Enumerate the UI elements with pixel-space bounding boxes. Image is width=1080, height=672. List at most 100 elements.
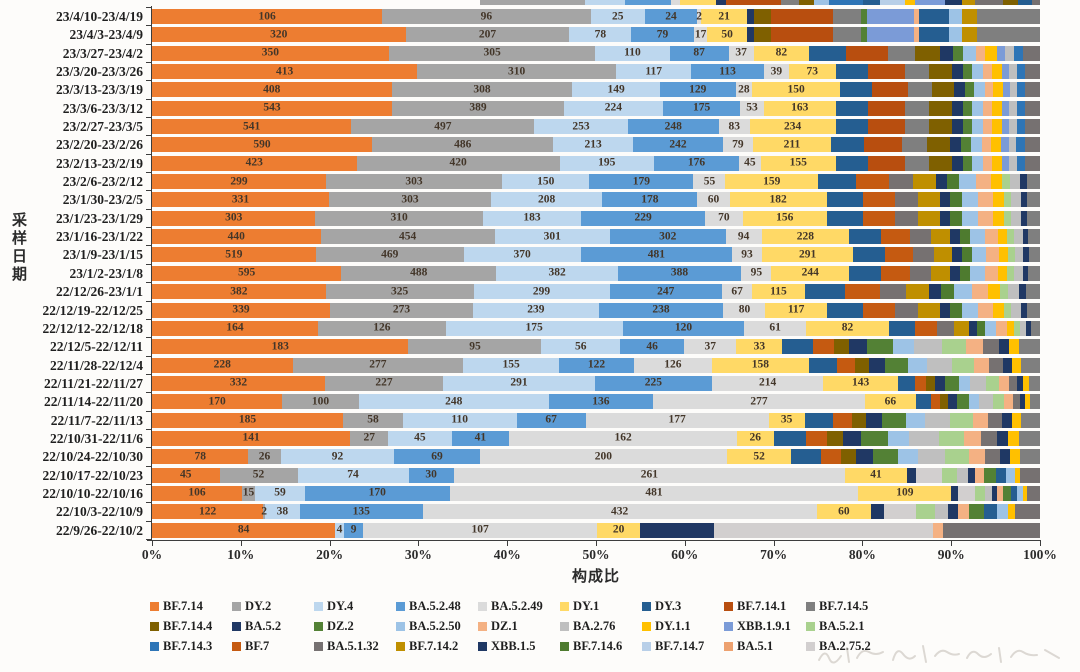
bar-segment-BA.2.76	[926, 357, 953, 373]
bar-segment-BA.5.2.48: 481	[580, 247, 733, 263]
bar-row: 22/10/10-22/10/16 106 15 59 170 481 109	[0, 485, 1080, 503]
row-label: 23/2/6-23/2/12	[62, 174, 143, 190]
bar-segment-DY.4: 92	[280, 449, 395, 465]
x-tick	[240, 541, 242, 546]
bar-segment-BA.5.2.49: 261	[453, 467, 846, 483]
bar-row: 23/2/27-23/3/5 541 497 253 248 83 234	[0, 118, 1080, 136]
bar-segment-BF.7.14.3	[1016, 155, 1025, 171]
x-axis-title: 构成比	[571, 569, 620, 585]
bar-value-label: 541	[243, 120, 261, 133]
bar-segment-BF.7	[863, 302, 895, 318]
bar-segment-BA.2.76	[1011, 192, 1021, 208]
bar-segment-BA.5.2.50	[972, 155, 984, 171]
bar-segment-DZ.1	[978, 192, 993, 208]
bar-segment-BA.2.76	[1009, 155, 1017, 171]
bar-segment-BF.7.14: 299	[152, 174, 326, 190]
legend-item: BF.7.14.1	[724, 599, 806, 613]
bar-value-label: 291	[510, 376, 528, 389]
y-tick	[146, 227, 151, 229]
bar-segment-XBB.1.5	[935, 174, 947, 190]
bar-value-label: 136	[592, 395, 610, 408]
bar-segment-DZ.1	[983, 100, 992, 116]
bar-value-label: 305	[483, 46, 501, 59]
bar-segment-BF.7.14.5	[905, 119, 930, 135]
bar-segment-BF.7.14.2	[931, 229, 951, 245]
bar-value-label: 248	[664, 120, 682, 133]
bar-segment-BA.5.2.49: 60	[697, 192, 730, 208]
bar-segment-BF.7.14.2	[962, 27, 978, 43]
stacked-bar: 84 4 9 107 20	[152, 522, 1040, 538]
stacked-bar: 106 15 59 170 481 109	[152, 485, 1040, 501]
bar-segment-BF.7.14.5	[908, 82, 932, 98]
partial-bar-segment	[781, 0, 799, 5]
stacked-bar: 303 310 183 229 70 156	[152, 210, 1040, 226]
y-tick	[146, 410, 151, 412]
bar-segment-DY.1.1	[1014, 467, 1021, 483]
legend-swatch-icon	[642, 601, 651, 611]
partial-bar-segment	[863, 0, 880, 5]
bar-row: 22/12/19-22/12/25 339 273 239 238 80 117	[0, 302, 1080, 320]
bar-segment-BA.5.2.49: 126	[634, 357, 712, 373]
bar-segment-BA.5.2.50	[908, 357, 927, 373]
bar-segment-BA.2.76	[1008, 137, 1017, 153]
bar-segment-DY.1: 41	[845, 467, 907, 483]
bar-segment-BF.7.14.2	[962, 9, 978, 24]
bar-segment-BA.5.2.49: 95	[741, 265, 772, 281]
bar-segment-BF.7	[844, 284, 880, 300]
bar-value-label: 440	[227, 230, 245, 243]
bar-value-label: 225	[644, 376, 662, 389]
legend: BF.7.14 DY.2 DY.4 BA.5.2.48 BA.5.2.49 DY.1 DY.…	[150, 599, 888, 653]
bar-value-label: 214	[759, 376, 777, 389]
bar-value-label: 303	[401, 193, 419, 206]
bar-segment-DY.2: 27	[350, 430, 389, 446]
bar-segment-DY.4: 45	[388, 430, 452, 446]
bar-value-label: 33	[753, 340, 766, 353]
bar-segment-BA.5.2.49: 61	[744, 320, 806, 336]
bar-segment-BF.7.14.2	[913, 174, 936, 190]
legend-label: DY.1	[573, 598, 600, 613]
legend-label: DZ.1	[491, 618, 518, 633]
bar-segment-DY.2: 227	[324, 375, 444, 391]
bar-segment-BA.2.76	[1009, 64, 1017, 80]
bar-row: 23/2/20-23/2/26 590 486 213 242 79 211	[0, 136, 1080, 154]
bar-segment-DY.1: 211	[752, 137, 832, 153]
bar-value-label: 30	[425, 468, 437, 481]
row-label: 23/3/27-23/4/2	[62, 45, 143, 61]
bar-segment-DY.1.1	[1011, 412, 1022, 428]
bar-segment-BF.7.14: 440	[152, 229, 321, 245]
bar-value-label: 543	[263, 101, 281, 114]
bar-value-label: 182	[769, 193, 787, 206]
bar-segment-DY.3	[809, 45, 846, 61]
bar-segment-DY.3	[804, 412, 833, 428]
bar-segment-DZ.2	[962, 119, 973, 135]
row-label: 23/1/30-23/2/5	[62, 192, 143, 208]
bar-value-label: 382	[230, 285, 248, 298]
x-tick-label: 10%	[227, 547, 255, 562]
legend-swatch-icon	[806, 641, 815, 651]
bar-segment-DY.4: 110	[402, 412, 517, 428]
bar-segment-BF.7.14.1	[771, 9, 833, 24]
bar-segment-BA.5.2	[991, 485, 997, 501]
bar-value-label: 45	[414, 431, 426, 444]
bar-segment-BA.5.2.1	[1003, 210, 1012, 226]
y-tick	[146, 483, 151, 485]
bar-value-label: 590	[253, 138, 271, 151]
bar-segment-DY.1.1	[992, 192, 1004, 208]
bar-segment-DY.2: 277	[292, 357, 464, 373]
x-tick-label: 40%	[493, 547, 521, 562]
bar-value-label: 310	[508, 65, 526, 78]
bar-segment-BA.5.2.48: 170	[305, 485, 450, 501]
bar-value-label: 332	[229, 376, 248, 389]
bar-value-label: 26	[258, 450, 271, 463]
legend-item: BF.7.14.3	[150, 639, 232, 653]
bar-segment-DZ.1	[975, 174, 992, 190]
bar-segment-BA.2.76	[1014, 229, 1023, 245]
legend-swatch-icon	[724, 621, 733, 631]
bar-segment-DY.4: 117	[616, 64, 692, 80]
bar-segment-BA.5.1.32	[1008, 375, 1018, 391]
bar-segment-DZ.1	[966, 339, 984, 355]
bar-value-label: 110	[624, 46, 641, 59]
bar-value-label: 420	[449, 156, 467, 169]
legend-item: BA.5.1	[724, 639, 806, 653]
legend-item: BF.7.14.4	[150, 619, 232, 633]
